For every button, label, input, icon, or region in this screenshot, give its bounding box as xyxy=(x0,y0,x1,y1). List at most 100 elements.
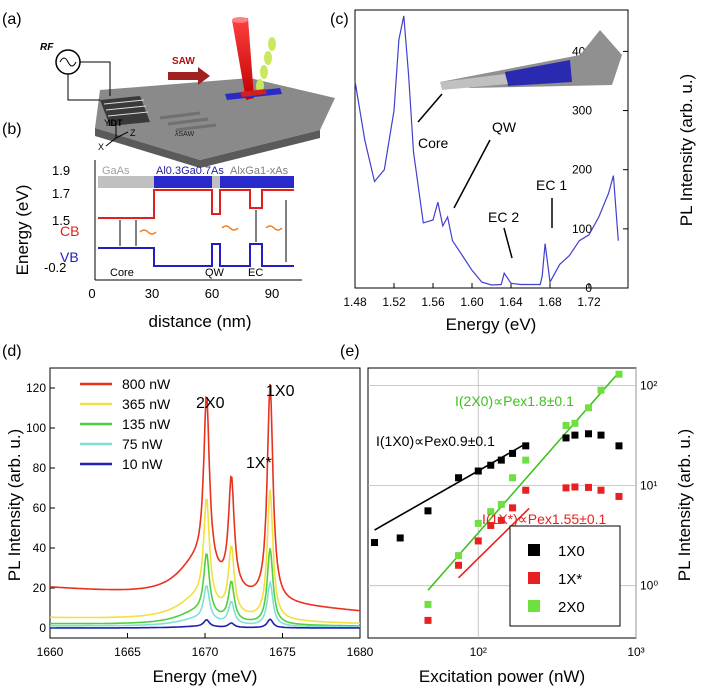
d-series-line xyxy=(50,579,360,628)
e-point xyxy=(522,456,530,464)
d-ytick-label: 0 xyxy=(39,621,46,635)
d-legend-label: 365 nW xyxy=(122,396,171,412)
c-xlabel: Energy (eV) xyxy=(446,315,537,334)
e-point xyxy=(424,616,432,624)
idt-electrode xyxy=(100,96,150,126)
e-point xyxy=(474,537,482,545)
alxgaas-label: AlxGa1-xAs xyxy=(230,165,289,177)
e-point xyxy=(585,404,593,412)
d-peak-2x0: 2X0 xyxy=(196,395,225,412)
e-point xyxy=(455,552,463,560)
d-xtick-label: 1675 xyxy=(269,645,296,659)
e-fit-label-2x0: I(2X0)∝Pex1.8±0.1 xyxy=(455,393,574,409)
d-lines xyxy=(49,383,361,629)
ec-region-label: EC xyxy=(248,267,263,279)
e-point xyxy=(497,456,505,464)
e-point xyxy=(615,492,623,500)
rf-label: RF xyxy=(40,42,54,53)
e-fit-line xyxy=(457,507,530,579)
d-xtick-label: 1660 xyxy=(37,645,64,659)
c-xticks: 1.48 1.52 1.56 1.60 1.64 1.68 1.72 xyxy=(343,283,601,309)
axis-y: Y xyxy=(104,118,110,128)
e-ytick-label: 10⁰ xyxy=(640,579,658,593)
c-xtick-label: 1.64 xyxy=(499,295,523,309)
band-ytick-3: 1.5 xyxy=(52,213,70,228)
e-point xyxy=(571,483,579,491)
e-point xyxy=(562,421,570,429)
e-point xyxy=(474,467,482,475)
panel-a: (a) IDT λSAW SAW RF xyxy=(2,11,335,168)
e-legend-label: 2X0 xyxy=(558,599,585,616)
e-fit-label-1xstar: I(1X*)∝Pex1.55±0.1 xyxy=(482,511,607,527)
band-xtick-1: 0 xyxy=(88,286,95,301)
substrate xyxy=(95,78,335,160)
e-point xyxy=(487,521,495,529)
vb-line xyxy=(98,243,294,267)
algaas-label: Al0.3Ga0.7As xyxy=(156,165,224,177)
d-ytick-label: 100 xyxy=(26,421,46,435)
c-ytick-label: 200 xyxy=(572,163,592,177)
c-annotation-core: Core xyxy=(418,135,449,151)
e-point xyxy=(424,507,432,515)
d-xticks: 1660 1665 1670 1675 1680 xyxy=(37,633,374,659)
gaas-bar xyxy=(98,176,154,188)
d-ytick-label: 60 xyxy=(33,501,47,515)
e-legend-label: 1X* xyxy=(558,571,582,588)
c-xtick-label: 1.48 xyxy=(343,295,367,309)
e-point xyxy=(497,500,505,508)
e-fit-label-1x0: I(1X0)∝Pex0.9±0.1 xyxy=(376,433,495,449)
d-legend-label: 135 nW xyxy=(122,416,171,432)
band-xtick-2: 30 xyxy=(145,286,159,301)
c-annotation-ec2: EC 2 xyxy=(488,209,519,225)
panel-label-c: (c) xyxy=(330,11,349,28)
e-point xyxy=(455,561,463,569)
e-point xyxy=(522,486,530,494)
e-legend-swatch xyxy=(528,572,540,584)
cb-line xyxy=(98,189,294,219)
e-point xyxy=(615,370,623,378)
d-peak-1x0: 1X0 xyxy=(266,383,295,400)
panel-label-d: (d) xyxy=(2,343,22,360)
d-xtick-label: 1680 xyxy=(347,645,374,659)
e-legend: 1X0 1X* 2X0 xyxy=(509,525,621,627)
d-ytick-label: 80 xyxy=(33,461,47,475)
c-plot-frame xyxy=(354,9,629,289)
d-legend: 800 nW 365 nW 135 nW 75 nW 10 nW xyxy=(80,376,171,472)
c-spectrum-line xyxy=(354,15,619,286)
c-xtick-label: 1.52 xyxy=(382,295,406,309)
band-xtick-4: 90 xyxy=(265,286,279,301)
axis-z: Z xyxy=(130,128,136,138)
band-xlabel: distance (nm) xyxy=(149,312,252,331)
e-point xyxy=(522,442,530,450)
panel-c: (c) 1.48 1.52 1.56 1.60 1.64 1.68 1.72 0 100 200… xyxy=(330,9,696,334)
c-annotation-qw: QW xyxy=(492,119,517,135)
d-xtick-label: 1670 xyxy=(192,645,219,659)
d-ytick-label: 40 xyxy=(33,541,47,555)
e-point xyxy=(509,504,517,512)
e-point xyxy=(585,483,593,491)
transition-arrows xyxy=(119,200,287,262)
core-region-label: Core xyxy=(110,267,134,279)
substrate-edge xyxy=(95,128,320,168)
e-point xyxy=(474,519,482,527)
d-ytick-label: 120 xyxy=(26,381,46,395)
e-point xyxy=(597,431,605,439)
e-point xyxy=(424,600,432,608)
e-point xyxy=(571,419,579,427)
e-legend-swatch xyxy=(528,544,540,556)
panel-d: (d) 1660 1665 1670 1675 1680 0 20 40 60 80 100 120… xyxy=(2,343,374,686)
band-ylabel: Energy (eV) xyxy=(13,185,32,276)
e-point xyxy=(497,516,505,524)
band-xtick-3: 60 xyxy=(205,286,219,301)
nanowire-inset xyxy=(440,30,622,90)
e-point xyxy=(585,430,593,438)
e-xtick-label: 10² xyxy=(470,645,487,659)
panel-label-b: (b) xyxy=(2,121,22,138)
cb-label: CB xyxy=(60,223,79,239)
d-series-line xyxy=(50,548,360,627)
laser-beam xyxy=(232,17,254,100)
qw-bar xyxy=(212,176,220,188)
e-point xyxy=(396,534,404,542)
e-point xyxy=(597,386,605,394)
